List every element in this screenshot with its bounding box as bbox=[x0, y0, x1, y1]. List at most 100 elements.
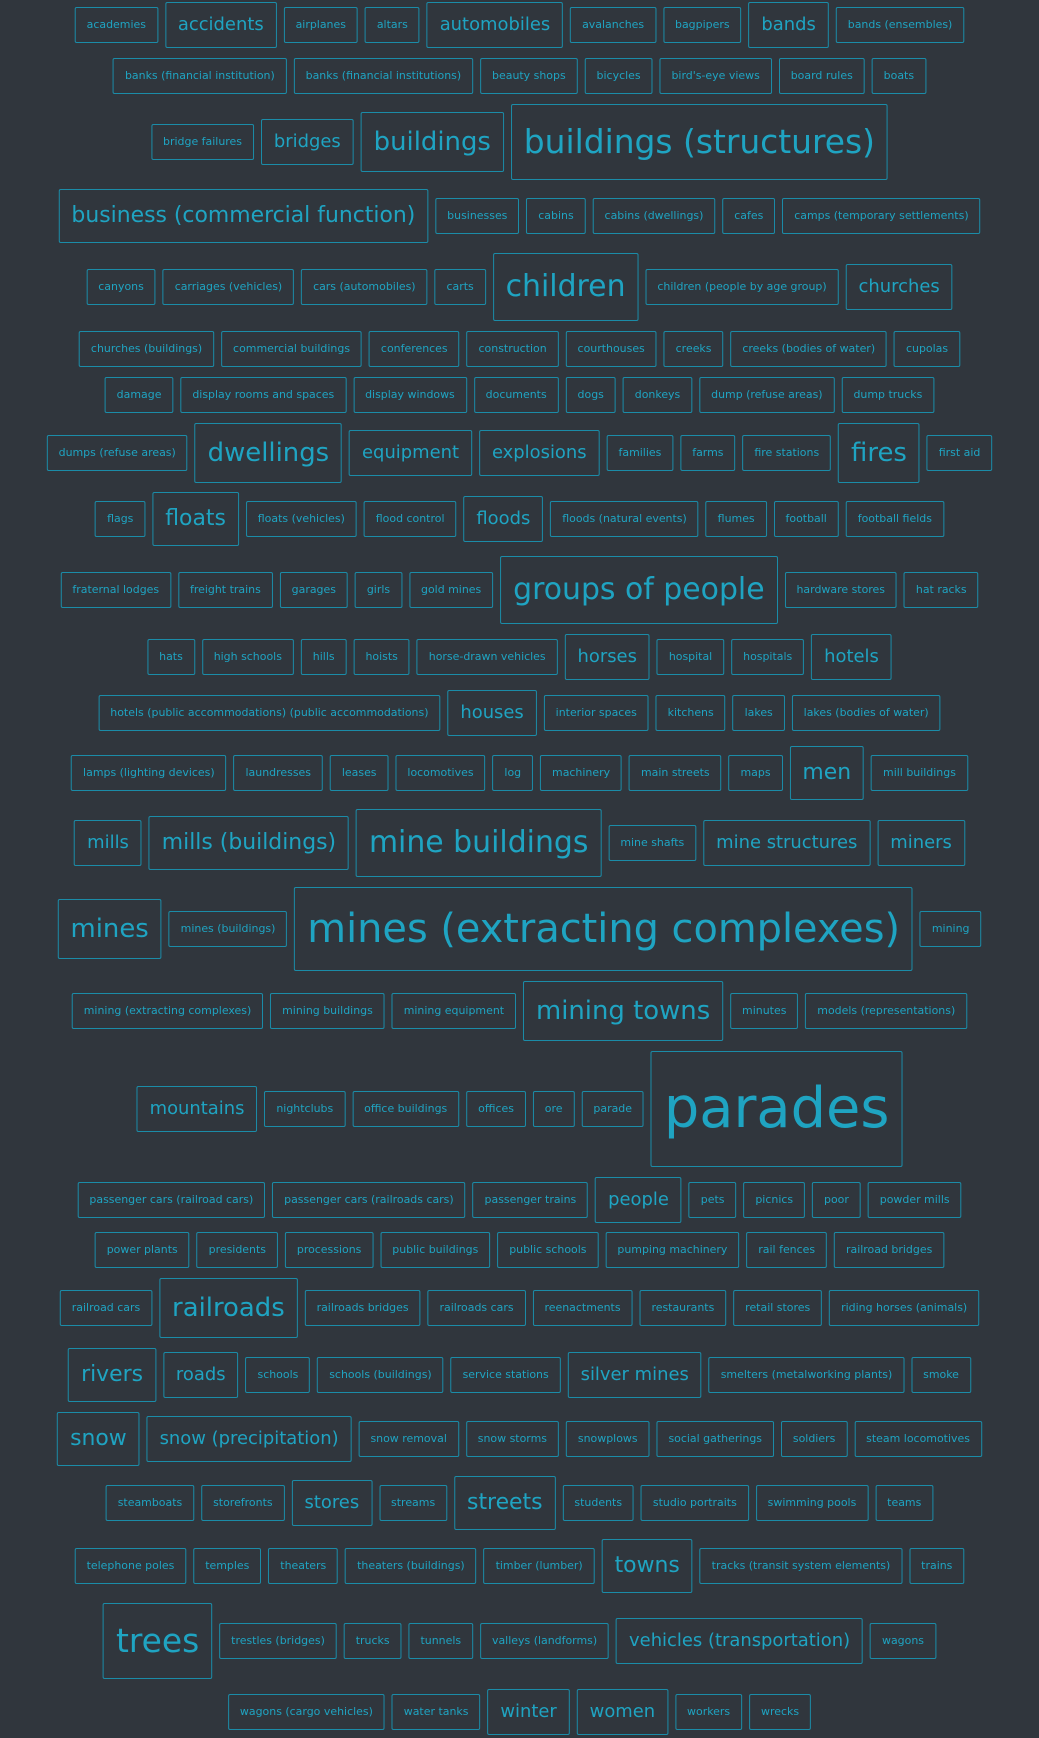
tag-link[interactable]: trucks bbox=[343, 1623, 402, 1660]
tag-link[interactable]: powder mills bbox=[867, 1181, 962, 1218]
tag-link[interactable]: passenger cars (railroad cars) bbox=[77, 1181, 266, 1218]
tag-link[interactable]: passenger trains bbox=[472, 1181, 589, 1218]
tag-link[interactable]: parades bbox=[650, 1050, 903, 1167]
tag-link[interactable]: theaters (buildings) bbox=[345, 1548, 477, 1585]
tag-link[interactable]: public schools bbox=[497, 1232, 599, 1269]
tag-link[interactable]: railroads bbox=[159, 1278, 298, 1339]
tag-link[interactable]: mill buildings bbox=[871, 754, 968, 791]
tag-link[interactable]: bird's-eye views bbox=[659, 57, 772, 94]
tag-link[interactable]: streets bbox=[454, 1475, 556, 1530]
tag-link[interactable]: hats bbox=[147, 638, 195, 675]
tag-link[interactable]: passenger cars (railroads cars) bbox=[272, 1181, 466, 1218]
tag-link[interactable]: stores bbox=[291, 1479, 373, 1526]
tag-link[interactable]: houses bbox=[447, 689, 537, 736]
tag-link[interactable]: fires bbox=[838, 422, 920, 483]
tag-link[interactable]: dwellings bbox=[194, 422, 343, 483]
tag-link[interactable]: winter bbox=[487, 1688, 570, 1735]
tag-link[interactable]: pumping machinery bbox=[605, 1232, 740, 1269]
tag-link[interactable]: power plants bbox=[94, 1232, 190, 1269]
tag-link[interactable]: floats bbox=[152, 492, 239, 547]
tag-link[interactable]: creeks (bodies of water) bbox=[730, 330, 888, 367]
tag-link[interactable]: conferences bbox=[368, 330, 460, 367]
tag-link[interactable]: offices bbox=[466, 1090, 526, 1127]
tag-link[interactable]: reenactments bbox=[532, 1290, 633, 1327]
tag-link[interactable]: machinery bbox=[540, 754, 623, 791]
tag-link[interactable]: hospitals bbox=[731, 638, 805, 675]
tag-link[interactable]: board rules bbox=[778, 57, 865, 94]
tag-link[interactable]: riding horses (animals) bbox=[829, 1290, 980, 1327]
tag-link[interactable]: teams bbox=[875, 1484, 934, 1521]
tag-link[interactable]: snow storms bbox=[465, 1420, 559, 1457]
tag-link[interactable]: buildings (structures) bbox=[510, 103, 888, 180]
tag-link[interactable]: courthouses bbox=[565, 330, 657, 367]
tag-link[interactable]: water tanks bbox=[391, 1693, 481, 1730]
tag-link[interactable]: students bbox=[562, 1484, 634, 1521]
tag-link[interactable]: main streets bbox=[629, 754, 722, 791]
tag-link[interactable]: cabins (dwellings) bbox=[592, 198, 716, 235]
tag-link[interactable]: lamps (lighting devices) bbox=[71, 754, 227, 791]
tag-link[interactable]: mine buildings bbox=[355, 809, 602, 878]
tag-link[interactable]: cabins bbox=[526, 198, 586, 235]
tag-link[interactable]: trees bbox=[103, 1603, 213, 1680]
tag-link[interactable]: high schools bbox=[201, 638, 294, 675]
tag-link[interactable]: wagons bbox=[870, 1623, 936, 1660]
tag-link[interactable]: bagpipers bbox=[663, 7, 742, 43]
tag-link[interactable]: first aid bbox=[926, 434, 993, 471]
tag-link[interactable]: floats (vehicles) bbox=[245, 501, 357, 538]
tag-link[interactable]: floods bbox=[463, 496, 544, 543]
tag-link[interactable]: commercial buildings bbox=[221, 330, 362, 367]
tag-link[interactable]: valleys (landforms) bbox=[480, 1623, 610, 1660]
tag-link[interactable]: temples bbox=[193, 1548, 262, 1585]
tag-link[interactable]: snowplows bbox=[565, 1420, 650, 1457]
tag-link[interactable]: boats bbox=[871, 57, 926, 94]
tag-link[interactable]: nightclubs bbox=[264, 1090, 346, 1127]
tag-link[interactable]: flumes bbox=[705, 501, 767, 538]
tag-link[interactable]: automobiles bbox=[426, 2, 564, 48]
tag-link[interactable]: mining buildings bbox=[270, 992, 385, 1029]
tag-link[interactable]: theaters bbox=[268, 1548, 339, 1585]
tag-link[interactable]: retail stores bbox=[733, 1290, 823, 1327]
tag-link[interactable]: families bbox=[606, 434, 674, 471]
tag-link[interactable]: pets bbox=[688, 1181, 737, 1218]
tag-link[interactable]: railroads cars bbox=[427, 1290, 526, 1327]
tag-link[interactable]: horses bbox=[564, 633, 650, 680]
tag-link[interactable]: schools (buildings) bbox=[317, 1356, 444, 1393]
tag-link[interactable]: fire stations bbox=[742, 434, 832, 471]
tag-link[interactable]: snow bbox=[57, 1411, 140, 1466]
tag-link[interactable]: businesses bbox=[435, 198, 520, 235]
tag-link[interactable]: hat racks bbox=[903, 572, 979, 609]
tag-link[interactable]: hills bbox=[300, 638, 347, 675]
tag-link[interactable]: snow removal bbox=[358, 1420, 459, 1457]
tag-link[interactable]: kitchens bbox=[655, 694, 726, 731]
tag-link[interactable]: lakes (bodies of water) bbox=[791, 694, 941, 731]
tag-link[interactable]: service stations bbox=[450, 1356, 561, 1393]
tag-link[interactable]: buildings bbox=[360, 111, 504, 172]
tag-link[interactable]: business (commercial function) bbox=[58, 189, 429, 244]
tag-link[interactable]: carts bbox=[434, 269, 486, 306]
tag-link[interactable]: workers bbox=[675, 1693, 743, 1730]
tag-link[interactable]: maps bbox=[728, 754, 783, 791]
tag-link[interactable]: banks (financial institutions) bbox=[293, 57, 474, 94]
tag-link[interactable]: men bbox=[789, 745, 865, 800]
tag-link[interactable]: hotels (public accommodations) (public a… bbox=[98, 694, 441, 731]
tag-link[interactable]: mine structures bbox=[703, 820, 871, 867]
tag-link[interactable]: floods (natural events) bbox=[550, 501, 699, 538]
tag-link[interactable]: poor bbox=[812, 1181, 861, 1218]
tag-link[interactable]: accidents bbox=[164, 2, 277, 48]
tag-link[interactable]: children bbox=[492, 253, 639, 322]
tag-link[interactable]: railroad cars bbox=[59, 1290, 153, 1327]
tag-link[interactable]: smelters (metalworking plants) bbox=[708, 1356, 905, 1393]
tag-link[interactable]: banks (financial institution) bbox=[113, 57, 287, 94]
tag-link[interactable]: mining towns bbox=[523, 980, 724, 1041]
tag-link[interactable]: public buildings bbox=[380, 1232, 491, 1269]
tag-link[interactable]: restaurants bbox=[639, 1290, 727, 1327]
tag-link[interactable]: documents bbox=[473, 376, 559, 413]
tag-link[interactable]: trestles (bridges) bbox=[219, 1623, 337, 1660]
tag-link[interactable]: dump (refuse areas) bbox=[699, 376, 835, 413]
tag-link[interactable]: cafes bbox=[722, 198, 776, 235]
tag-link[interactable]: dump trucks bbox=[841, 376, 935, 413]
tag-link[interactable]: bands bbox=[748, 2, 829, 48]
tag-link[interactable]: swimming pools bbox=[755, 1484, 869, 1521]
tag-link[interactable]: churches (buildings) bbox=[78, 330, 215, 367]
tag-link[interactable]: mountains bbox=[136, 1085, 258, 1132]
